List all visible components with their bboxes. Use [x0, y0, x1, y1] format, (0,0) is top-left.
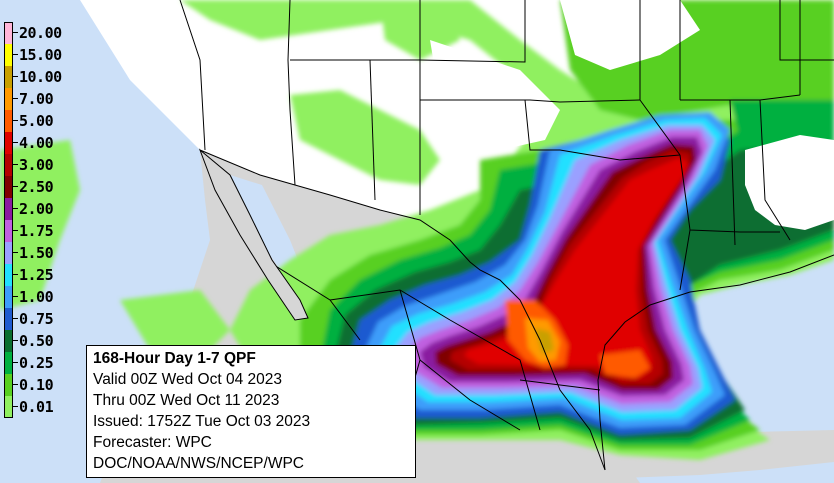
- legend-label: 2.50: [19, 178, 54, 196]
- legend-label: 20.00: [19, 24, 62, 42]
- legend-tick: [13, 296, 18, 297]
- legend-entry: 15.00: [4, 44, 64, 66]
- legend-label: 1.75: [19, 222, 54, 240]
- legend-label: 1.00: [19, 288, 54, 306]
- legend-tick: [13, 54, 18, 55]
- precip-legend: 20.00 15.00 10.00 7.00 5.00 4.00 3.00 2.50 2.00 1…: [4, 22, 64, 418]
- info-source: DOC/NOAA/NWS/NCEP/WPC: [93, 455, 304, 472]
- legend-tick: [13, 318, 18, 319]
- legend-swatch: [4, 374, 13, 396]
- legend-entry: 5.00: [4, 110, 64, 132]
- legend-swatch: [4, 286, 13, 308]
- legend-swatch: [4, 264, 13, 286]
- legend-label: 15.00: [19, 46, 62, 64]
- legend-tick: [13, 120, 18, 121]
- legend-tick: [13, 340, 18, 341]
- legend-tick: [13, 76, 18, 77]
- info-title: 168-Hour Day 1-7 QPF: [93, 350, 256, 367]
- legend-label: 2.00: [19, 200, 54, 218]
- legend-swatch: [4, 132, 13, 154]
- legend-entry: 1.75: [4, 220, 64, 242]
- legend-label: 5.00: [19, 112, 54, 130]
- legend-label: 0.25: [19, 354, 54, 372]
- legend-label: 0.75: [19, 310, 54, 328]
- legend-tick: [13, 406, 18, 407]
- legend-tick: [13, 186, 18, 187]
- dry-area-east: [745, 135, 834, 230]
- legend-swatch: [4, 396, 13, 418]
- legend-entry: 2.50: [4, 176, 64, 198]
- legend-swatch: [4, 198, 13, 220]
- legend-tick: [13, 252, 18, 253]
- legend-swatch: [4, 110, 13, 132]
- info-valid: Valid 00Z Wed Oct 04 2023: [93, 371, 282, 388]
- legend-swatch: [4, 352, 13, 374]
- dry-area-north: [560, 0, 700, 70]
- legend-swatch: [4, 308, 13, 330]
- legend-entry: 0.75: [4, 308, 64, 330]
- legend-swatch: [4, 330, 13, 352]
- legend-entry: 1.00: [4, 286, 64, 308]
- legend-tick: [13, 208, 18, 209]
- legend-entry: 0.25: [4, 352, 64, 374]
- legend-swatch: [4, 154, 13, 176]
- legend-entry: 20.00: [4, 22, 64, 44]
- legend-swatch: [4, 22, 13, 44]
- legend-tick: [13, 362, 18, 363]
- legend-label: 7.00: [19, 90, 54, 108]
- legend-tick: [13, 230, 18, 231]
- info-thru: Thru 00Z Wed Oct 11 2023: [93, 392, 280, 409]
- legend-label: 1.25: [19, 266, 54, 284]
- info-box: 168-Hour Day 1-7 QPF Valid 00Z Wed Oct 0…: [86, 345, 416, 478]
- legend-label: 1.50: [19, 244, 54, 262]
- legend-swatch: [4, 88, 13, 110]
- legend-tick: [13, 164, 18, 165]
- legend-label: 0.10: [19, 376, 54, 394]
- info-issued: Issued: 1752Z Tue Oct 03 2023: [93, 413, 311, 430]
- legend-swatch: [4, 66, 13, 88]
- legend-entry: 0.50: [4, 330, 64, 352]
- info-forecaster: Forecaster: WPC: [93, 434, 212, 451]
- legend-tick: [13, 384, 18, 385]
- legend-entry: 0.01: [4, 396, 64, 418]
- legend-entry: 10.00: [4, 66, 64, 88]
- legend-entry: 2.00: [4, 198, 64, 220]
- legend-entry: 0.10: [4, 374, 64, 396]
- legend-tick: [13, 142, 18, 143]
- legend-entry: 3.00: [4, 154, 64, 176]
- legend-swatch: [4, 242, 13, 264]
- legend-tick: [13, 98, 18, 99]
- baja-peninsula: [198, 148, 309, 321]
- legend-entry: 7.00: [4, 88, 64, 110]
- legend-tick: [13, 274, 18, 275]
- legend-label: 10.00: [19, 68, 62, 86]
- legend-swatch: [4, 176, 13, 198]
- legend-entry: 1.25: [4, 264, 64, 286]
- legend-label: 0.50: [19, 332, 54, 350]
- legend-tick: [13, 32, 18, 33]
- legend-swatch: [4, 220, 13, 242]
- legend-entry: 1.50: [4, 242, 64, 264]
- legend-entry: 4.00: [4, 132, 64, 154]
- legend-label: 3.00: [19, 156, 54, 174]
- legend-label: 4.00: [19, 134, 54, 152]
- legend-swatch: [4, 44, 13, 66]
- legend-label: 0.01: [19, 398, 54, 416]
